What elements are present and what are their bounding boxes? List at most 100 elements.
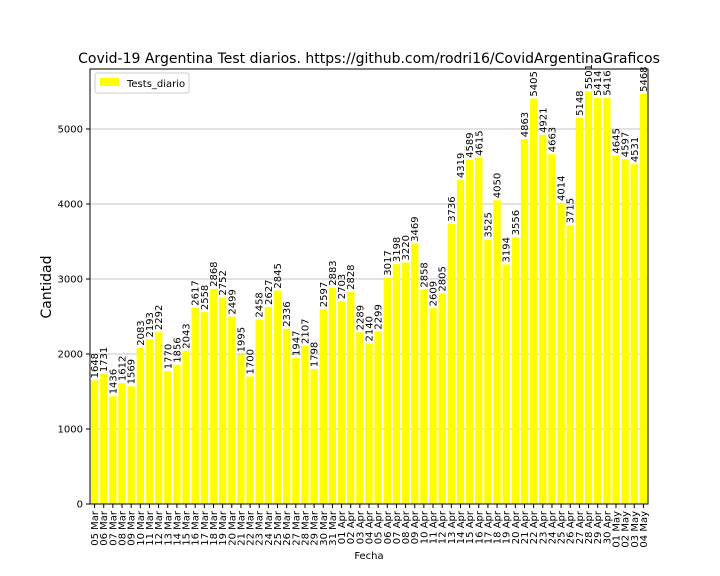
x-tick-label: 22 Mar [246,510,257,546]
bar-value-label: 1856 [172,337,183,362]
bar [319,309,327,504]
x-tick-label: 12 Apr [438,510,449,544]
x-tick-label: 18 Mar [209,510,220,546]
bar-value-label: 1700 [246,349,257,374]
x-tick-label: 17 Apr [483,510,494,544]
bar-value-label: 2107 [300,319,311,344]
x-tick-label: 29 Apr [593,510,604,544]
chart-title: Covid-19 Argentina Test diarios. https:/… [78,51,660,67]
bar [639,93,648,505]
bar-value-label: 5501 [584,64,595,89]
bar-value-label: 2858 [419,262,430,287]
x-axis-label: Fecha [354,551,383,562]
bar [310,369,318,504]
bar-value-label: 3194 [502,237,513,262]
bar [164,371,172,504]
bar [136,347,144,504]
bar [438,293,446,504]
legend: Tests_diario [94,72,190,94]
x-tick-label: 09 Apr [410,510,421,544]
bar [575,117,584,505]
bar-value-label: 2193 [145,312,156,337]
bar [228,316,236,504]
x-tick-label: 05 Apr [374,510,385,544]
bar [383,277,391,504]
x-tick-label: 25 Mar [273,510,284,546]
bar [127,386,135,504]
x-tick-label: 23 Apr [538,510,549,544]
bar [420,289,428,504]
bar-value-label: 3525 [483,212,494,237]
x-tick-label: 03 May [630,511,641,548]
bar-value-label: 1947 [291,331,302,356]
x-tick-label: 31 Mar [328,510,339,546]
x-tick-label: 01 May [611,511,622,548]
bar-value-label: 4597 [621,132,632,157]
x-tick-label: 18 Apr [493,510,504,544]
bar-value-label: 3556 [511,210,522,235]
bar-value-label: 4319 [456,153,467,178]
bar [109,396,117,504]
bars-group [90,91,648,505]
x-tick-label: 03 Apr [355,510,366,544]
bar-value-label: 1648 [90,353,101,378]
x-tick-label: 16 Mar [191,510,202,546]
y-tick-label: 1000 [58,425,83,436]
legend-label: Tests_diario [126,79,185,90]
bar [255,319,263,504]
bar-value-label: 1731 [99,347,110,372]
bar-value-label: 5414 [593,70,604,95]
bar-value-label: 2828 [346,264,357,289]
bar [493,200,501,504]
bar [200,312,209,504]
y-tick-label: 5000 [58,125,83,136]
bar [264,306,273,504]
bar-value-label: 2627 [264,280,275,305]
y-tick-label: 3000 [58,275,83,286]
bar [328,287,337,504]
bar-value-label: 4921 [538,107,549,132]
x-tick-label: 15 Mar [182,510,193,546]
x-tick-label: 24 Apr [547,510,558,544]
bar-value-label: 2292 [154,305,165,330]
bar [557,202,565,504]
bar [475,157,483,504]
bar-value-label: 4663 [547,127,558,152]
x-tick-label: 11 Mar [145,510,156,546]
bar-value-label: 2845 [273,263,284,288]
bar [182,350,190,504]
y-axis: 0 1000 2000 3000 4000 5000 [58,125,90,511]
bar [584,91,593,505]
x-tick-label: 29 Mar [310,510,321,546]
bar-value-label: 5405 [529,71,540,96]
x-tick-label: 04 Apr [365,510,376,544]
bar [90,380,99,504]
bar [411,243,419,504]
x-tick-label: 06 Mar [99,510,110,546]
x-tick-label: 30 Mar [319,510,330,546]
bar [401,262,410,504]
bar-value-label: 2805 [438,266,449,291]
bar [612,155,620,504]
bar [511,237,520,505]
bar [356,332,364,504]
bar [539,134,547,505]
bar [191,307,199,504]
bar-value-label: 2883 [328,260,339,285]
bar-value-label: 3198 [392,237,403,262]
bar [566,225,574,504]
x-tick-label: 07 Mar [108,510,119,546]
plot-frame [89,68,649,505]
bar-value-label: 2043 [182,323,193,348]
x-tick-label: 26 Apr [566,510,577,544]
bar-value-label: 2458 [255,292,266,317]
bar-value-label: 4645 [611,128,622,153]
bar [283,328,291,504]
x-tick-label: 24 Mar [264,510,275,546]
bar-value-label: 3220 [401,235,412,260]
bar [173,364,181,504]
y-tick-label: 2000 [58,350,83,361]
bar [456,180,465,504]
bar-value-label: 1436 [108,369,119,394]
